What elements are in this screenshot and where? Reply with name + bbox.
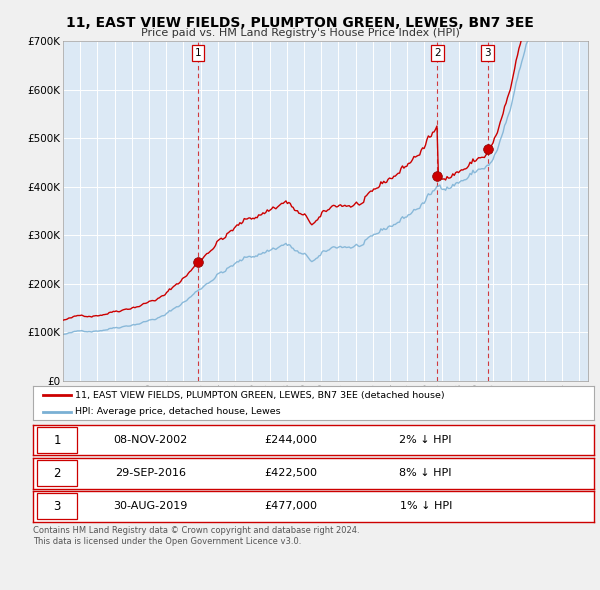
Text: 30-AUG-2019: 30-AUG-2019	[113, 502, 188, 511]
Text: HPI: Average price, detached house, Lewes: HPI: Average price, detached house, Lewe…	[75, 407, 281, 416]
Text: 2: 2	[434, 48, 440, 58]
Text: 1: 1	[195, 48, 202, 58]
Text: 1: 1	[53, 434, 61, 447]
Text: 3: 3	[53, 500, 61, 513]
Text: 2: 2	[53, 467, 61, 480]
Text: £244,000: £244,000	[265, 435, 317, 445]
Text: £477,000: £477,000	[265, 502, 317, 511]
Text: 11, EAST VIEW FIELDS, PLUMPTON GREEN, LEWES, BN7 3EE (detached house): 11, EAST VIEW FIELDS, PLUMPTON GREEN, LE…	[75, 391, 445, 399]
Text: 08-NOV-2002: 08-NOV-2002	[113, 435, 188, 445]
FancyBboxPatch shape	[37, 493, 77, 519]
Text: 3: 3	[484, 48, 491, 58]
Text: Price paid vs. HM Land Registry's House Price Index (HPI): Price paid vs. HM Land Registry's House …	[140, 28, 460, 38]
Text: 8% ↓ HPI: 8% ↓ HPI	[400, 468, 452, 478]
FancyBboxPatch shape	[37, 460, 77, 486]
Text: 2% ↓ HPI: 2% ↓ HPI	[400, 435, 452, 445]
Text: 11, EAST VIEW FIELDS, PLUMPTON GREEN, LEWES, BN7 3EE: 11, EAST VIEW FIELDS, PLUMPTON GREEN, LE…	[66, 16, 534, 30]
Text: 29-SEP-2016: 29-SEP-2016	[115, 468, 187, 478]
Text: This data is licensed under the Open Government Licence v3.0.: This data is licensed under the Open Gov…	[33, 537, 301, 546]
Text: £422,500: £422,500	[265, 468, 317, 478]
Text: Contains HM Land Registry data © Crown copyright and database right 2024.: Contains HM Land Registry data © Crown c…	[33, 526, 359, 535]
FancyBboxPatch shape	[37, 427, 77, 453]
Text: 1% ↓ HPI: 1% ↓ HPI	[400, 502, 452, 511]
